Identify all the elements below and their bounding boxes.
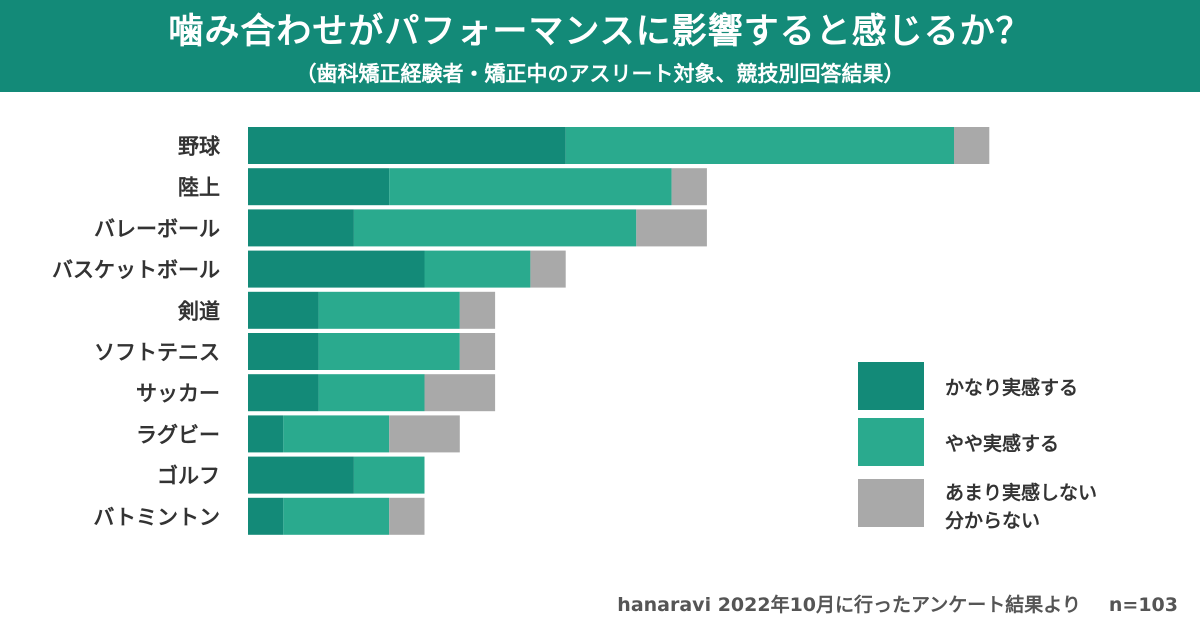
bar-segment-strong (248, 291, 319, 329)
header-banner: 噛み合わせがパフォーマンスに影響すると感じるか？ （歯科矯正経験者・矯正中のアス… (0, 0, 1200, 92)
bar-segment-somewhat (318, 374, 425, 412)
sample-size: n=103 (1108, 594, 1178, 616)
bar-segment-somewhat (283, 497, 390, 535)
bar-segment-strong (248, 374, 319, 412)
category-label: バレーボール (94, 217, 220, 241)
bar-segment-strong (248, 168, 390, 206)
bar-segment-strong (248, 456, 354, 494)
category-label: 剣道 (177, 299, 220, 323)
bar-segment-none (389, 497, 425, 535)
bar-segment-none (424, 374, 496, 412)
bar-segment-strong (248, 209, 354, 247)
category-label: バトミントン (93, 505, 220, 529)
bar-segment-somewhat (318, 333, 460, 370)
bar-segment-none (636, 209, 707, 247)
category-label: ラグビー (136, 423, 220, 447)
bar-segment-somewhat (353, 456, 425, 494)
bar-segment-none (459, 291, 496, 329)
bar-segment-somewhat (283, 415, 390, 453)
legend-swatch-strong (858, 362, 924, 410)
legend-label: 分からない (945, 510, 1040, 532)
bar-segment-none (671, 168, 707, 206)
chart-subtitle: （歯科矯正経験者・矯正中のアスリート対象、競技別回答結果） (295, 62, 905, 86)
bar-segment-none (954, 127, 990, 164)
legend-label: やや実感する (945, 432, 1059, 455)
bar-segment-none (459, 333, 496, 370)
bar-segment-strong (248, 127, 566, 164)
category-label: バスケットボール (52, 258, 220, 282)
bar-segment-none (389, 415, 460, 453)
legend-label: あまり実感しない (945, 481, 1097, 504)
footer-note: hanaravi 2022年10月に行ったアンケート結果より n=103 (617, 590, 1178, 617)
category-label: 陸上 (178, 176, 220, 200)
bar-segment-somewhat (424, 250, 531, 288)
category-label: ソフトテニス (94, 341, 220, 365)
bar-segment-somewhat (353, 209, 637, 247)
bar-segment-none (530, 250, 566, 288)
bar-segment-strong (248, 497, 284, 535)
legend-swatch-none (858, 479, 924, 527)
source-note: hanaravi 2022年10月に行ったアンケート結果より (617, 594, 1081, 616)
legend-swatch-somewhat (858, 418, 924, 466)
bar-segment-strong (248, 333, 319, 370)
bar-segment-strong (248, 415, 284, 453)
category-label: ゴルフ (157, 464, 220, 488)
category-label: 野球 (178, 135, 221, 159)
bar-segment-somewhat (565, 127, 954, 164)
chart-title: 噛み合わせがパフォーマンスに影響すると感じるか？ (168, 12, 1032, 52)
category-label: サッカー (136, 382, 220, 406)
bar-segment-somewhat (389, 168, 672, 206)
legend-label: かなり実感する (945, 376, 1078, 399)
bar-segment-somewhat (318, 291, 460, 329)
bar-segment-strong (248, 250, 425, 288)
stacked-bar-chart: 野球陸上バレーボールバスケットボール剣道ソフトテニスサッカーラグビーゴルフバトミ… (52, 127, 1097, 535)
